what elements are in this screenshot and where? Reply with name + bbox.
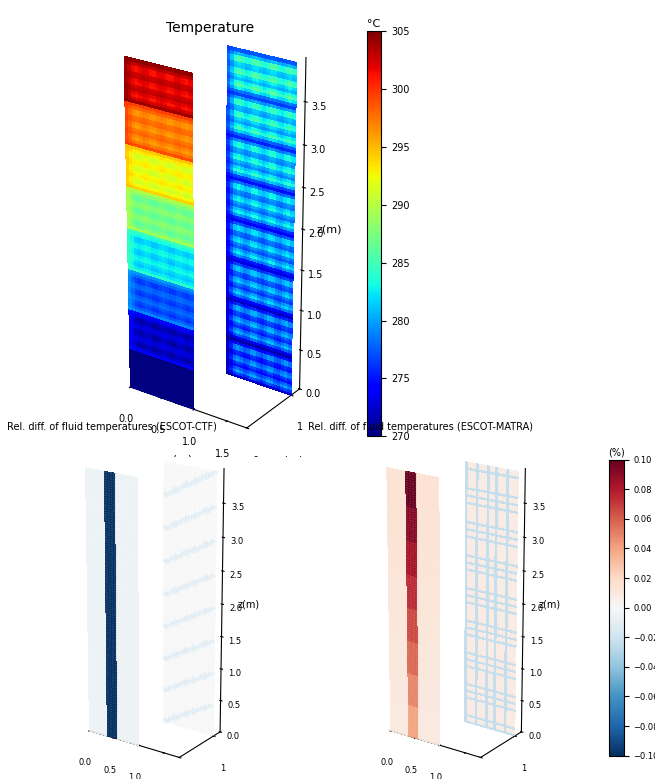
Y-axis label: y(m): y(m) [278,456,304,466]
Text: Rel. diff. of fluid temperatures (ESCOT-CTF): Rel. diff. of fluid temperatures (ESCOT-… [7,422,216,432]
Title: (%): (%) [608,447,625,457]
Title: °C: °C [367,19,381,29]
Text: Rel. diff. of fluid temperatures (ESCOT-MATRA): Rel. diff. of fluid temperatures (ESCOT-… [308,422,533,432]
Title: Temperature: Temperature [166,21,253,34]
X-axis label: x(m): x(m) [166,454,193,464]
